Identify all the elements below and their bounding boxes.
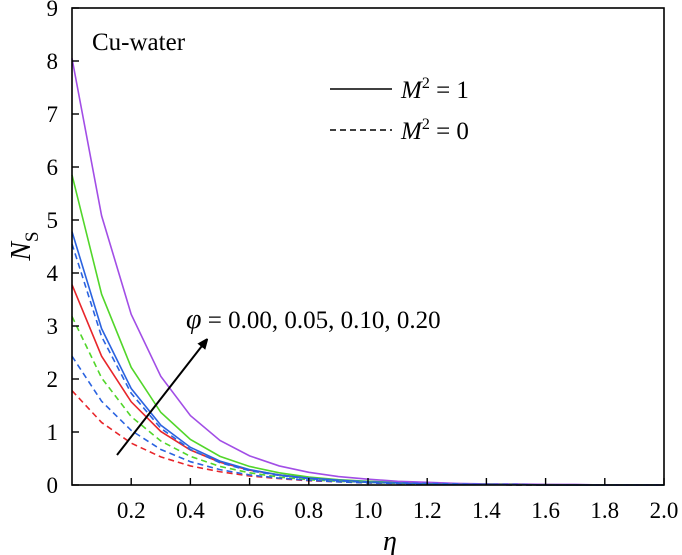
x-axis-label: η (383, 526, 397, 555)
legend: M2 = 1 M2 = 0 (330, 75, 469, 145)
x-tick-label: 1.2 (413, 498, 442, 523)
legend-dashed-rest: = 0 (430, 118, 469, 145)
y-tick-label: 3 (47, 314, 59, 339)
x-tick-label: 1.4 (472, 498, 501, 523)
y-tick-label: 6 (47, 155, 59, 180)
y-tick-label: 0 (47, 473, 59, 498)
legend-dashed-sup: 2 (422, 116, 430, 133)
series-layer (71, 58, 664, 486)
x-tick-label: 0.6 (235, 498, 264, 523)
series-line-solid-2 (71, 231, 664, 486)
phi-annotation: φ = 0.00, 0.05, 0.10, 0.20 (116, 304, 441, 456)
series-line-dashed-5 (71, 316, 664, 486)
annotation-arrow (116, 342, 205, 456)
legend-solid-sup: 2 (422, 75, 430, 92)
x-tick-label: 0.8 (294, 498, 323, 523)
y-tick-label: 1 (47, 420, 59, 445)
y-tick-label: 2 (47, 367, 59, 392)
ticks-layer: 0.2 0.4 0.6 0.8 1.0 1.2 1.4 1.6 1.8 2.0 0 1 2 3 4 5 6 7 8 9 (47, 0, 679, 523)
x-tick-label: 2.0 (650, 498, 679, 523)
y-tick-label: 8 (47, 49, 59, 74)
x-tick-label: 0.2 (117, 498, 146, 523)
legend-entry-dashed: M2 = 0 (400, 116, 469, 145)
legend-dashed-base: M (400, 118, 423, 145)
series-line-dashed-4 (71, 390, 664, 486)
chart-title: Cu-water (92, 29, 186, 56)
y-axis-label-main: N (6, 241, 37, 262)
x-tick-label: 0.4 (176, 498, 205, 523)
y-tick-label: 4 (47, 261, 59, 286)
y-tick-label: 5 (47, 208, 59, 233)
legend-solid-base: M (400, 77, 423, 104)
annotation-values: = 0.00, 0.05, 0.10, 0.20 (202, 307, 441, 334)
series-line-solid-3 (71, 58, 664, 486)
y-tick-label: 9 (47, 0, 59, 21)
x-tick-label: 1.0 (354, 498, 383, 523)
x-tick-label: 1.6 (531, 498, 560, 523)
y-axis-label: NS (6, 231, 43, 261)
y-tick-label: 7 (47, 102, 59, 127)
legend-solid-rest: = 1 (430, 77, 469, 104)
x-tick-label: 1.8 (590, 498, 619, 523)
annotation-text: φ = 0.00, 0.05, 0.10, 0.20 (186, 304, 441, 335)
y-axis-label-sub: S (22, 231, 43, 242)
legend-entry-solid: M2 = 1 (400, 75, 469, 104)
annotation-symbol: φ (186, 304, 202, 335)
